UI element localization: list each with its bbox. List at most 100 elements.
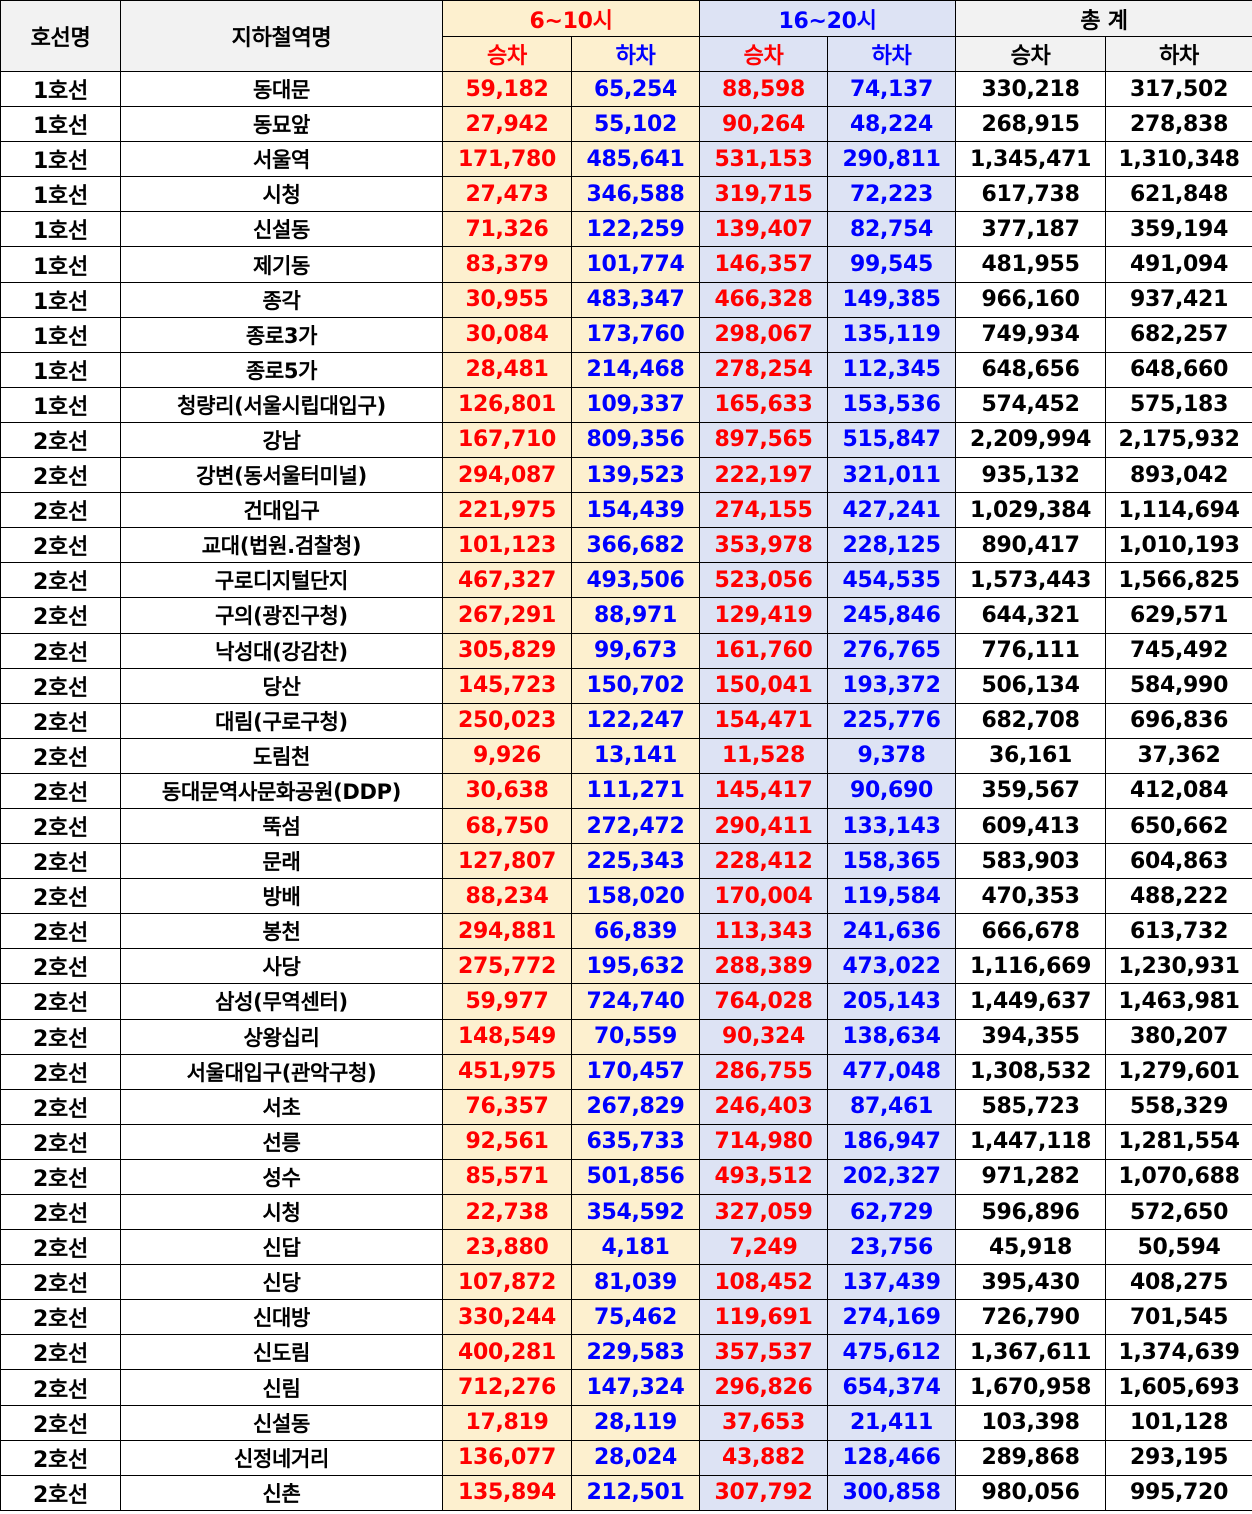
- table-row: 2호선 구의(광진구청) 267,291 88,971 129,419 245,846 64…: [0, 597, 1252, 634]
- total-board-cell: 470,353: [955, 878, 1107, 915]
- total-alight-cell: 1,114,694: [1105, 492, 1252, 529]
- morning-board-cell: 126,801: [442, 386, 572, 423]
- morning-alight-cell: 225,343: [570, 843, 701, 880]
- station-name-cell: 서초: [120, 1088, 443, 1125]
- morning-board-cell: 30,084: [442, 316, 572, 353]
- table-row: 2호선 상왕십리 148,549 70,559 90,324 138,634 394,355…: [0, 1018, 1252, 1055]
- evening-alight-cell: 193,372: [827, 667, 957, 704]
- morning-alight-cell: 4,181: [570, 1229, 701, 1266]
- table-row: 2호선 서울대입구(관악구청) 451,975 170,457 286,755 477,0…: [0, 1053, 1252, 1090]
- total-alight-cell: 412,084: [1105, 772, 1252, 809]
- line-name-cell: 2호선: [0, 1264, 121, 1301]
- table-row: 1호선 신설동 71,326 122,259 139,407 82,754 377,187 3…: [0, 211, 1252, 248]
- total-board-cell: 45,918: [955, 1229, 1107, 1266]
- station-name-cell: 낙성대(강감찬): [120, 632, 443, 669]
- station-name-cell: 동대문: [120, 70, 443, 108]
- morning-alight-cell: 154,439: [570, 492, 701, 529]
- station-name-cell: 신도림: [120, 1334, 443, 1371]
- station-name-cell: 구의(광진구청): [120, 597, 443, 634]
- total-board-cell: 583,903: [955, 843, 1107, 880]
- morning-board-cell: 451,975: [442, 1053, 572, 1090]
- total-alight-cell: 584,990: [1105, 667, 1252, 704]
- morning-board-cell: 23,880: [442, 1229, 572, 1266]
- morning-board-cell: 28,481: [442, 351, 572, 388]
- evening-board-cell: 170,004: [699, 878, 829, 915]
- evening-board-cell: 764,028: [699, 983, 829, 1020]
- station-name-cell: 신설동: [120, 211, 443, 248]
- total-board-cell: 103,398: [955, 1404, 1107, 1441]
- morning-alight-cell: 139,523: [570, 457, 701, 494]
- table-row: 2호선 사당 275,772 195,632 288,389 473,022 1,116,6…: [0, 948, 1252, 985]
- station-name-cell: 신답: [120, 1229, 443, 1266]
- evening-board-cell: 466,328: [699, 281, 829, 318]
- evening-alight-cell: 515,847: [827, 421, 957, 459]
- evening-alight-cell: 427,241: [827, 492, 957, 529]
- morning-alight-cell: 101,774: [570, 246, 701, 283]
- evening-alight-cell: 112,345: [827, 351, 957, 388]
- total-alight-cell: 380,207: [1105, 1018, 1252, 1055]
- morning-alight-cell: 75,462: [570, 1299, 701, 1336]
- line-name-cell: 1호선: [0, 386, 121, 423]
- line-name-cell: 2호선: [0, 1299, 121, 1336]
- evening-board-cell: 222,197: [699, 457, 829, 494]
- morning-alight-cell: 267,829: [570, 1088, 701, 1125]
- morning-board-cell: 17,819: [442, 1404, 572, 1441]
- morning-alight-cell: 99,673: [570, 632, 701, 669]
- morning-alight-cell: 28,119: [570, 1404, 701, 1441]
- evening-alight-cell: 87,461: [827, 1088, 957, 1125]
- evening-board-cell: 714,980: [699, 1123, 829, 1160]
- morning-board-cell: 107,872: [442, 1264, 572, 1301]
- total-board-cell: 377,187: [955, 211, 1107, 248]
- evening-alight-cell: 477,048: [827, 1053, 957, 1090]
- total-alight-cell: 317,502: [1105, 70, 1252, 108]
- morning-alight-cell: 81,039: [570, 1264, 701, 1301]
- morning-alight-cell: 150,702: [570, 667, 701, 704]
- evening-alight-cell: 138,634: [827, 1018, 957, 1055]
- total-alight-cell: 2,175,932: [1105, 421, 1252, 459]
- line-name-cell: 2호선: [0, 1439, 121, 1476]
- line-name-cell: 2호선: [0, 913, 121, 950]
- total-alight-cell: 278,838: [1105, 106, 1252, 143]
- morning-board-cell: 135,894: [442, 1474, 572, 1511]
- total-board-cell: 1,573,443: [955, 562, 1107, 599]
- table-row: 1호선 서울역 171,780 485,641 531,153 290,811 1,345,…: [0, 141, 1252, 178]
- table-row: 2호선 서초 76,357 267,829 246,403 87,461 585,723 55…: [0, 1088, 1252, 1125]
- morning-alight-cell: 70,559: [570, 1018, 701, 1055]
- evening-alight-cell: 153,536: [827, 386, 957, 423]
- morning-board-cell: 221,975: [442, 492, 572, 529]
- evening-alight-cell: 228,125: [827, 527, 957, 564]
- morning-board-cell: 71,326: [442, 211, 572, 248]
- morning-alight-cell: 66,839: [570, 913, 701, 950]
- table-row: 2호선 강변(동서울터미널) 294,087 139,523 222,197 321,01…: [0, 457, 1252, 494]
- line-name-cell: 2호선: [0, 1334, 121, 1371]
- total-board-cell: 935,132: [955, 457, 1107, 494]
- evening-alight-cell: 133,143: [827, 807, 957, 845]
- morning-board-cell: 294,881: [442, 913, 572, 950]
- morning-board-cell: 85,571: [442, 1158, 572, 1196]
- evening-board-cell: 286,755: [699, 1053, 829, 1090]
- evening-board-cell: 154,471: [699, 702, 829, 739]
- evening-board-cell: 897,565: [699, 421, 829, 459]
- evening-alight-cell: 158,365: [827, 843, 957, 880]
- evening-alight-cell: 321,011: [827, 457, 957, 494]
- total-alight-cell: 1,463,981: [1105, 983, 1252, 1020]
- station-name-cell: 건대입구: [120, 492, 443, 529]
- evening-alight-cell: 9,378: [827, 737, 957, 774]
- station-name-cell: 교대(법원.검찰청): [120, 527, 443, 564]
- evening-board-cell: 278,254: [699, 351, 829, 388]
- table-row: 2호선 뚝섬 68,750 272,472 290,411 133,143 609,413 6…: [0, 807, 1252, 845]
- evening-board-cell: 88,598: [699, 70, 829, 108]
- total-alight-cell: 1,566,825: [1105, 562, 1252, 599]
- morning-board-cell: 30,955: [442, 281, 572, 318]
- header-total-board: 승차: [955, 36, 1107, 72]
- total-alight-cell: 408,275: [1105, 1264, 1252, 1301]
- evening-board-cell: 288,389: [699, 948, 829, 985]
- evening-board-cell: 90,324: [699, 1018, 829, 1055]
- station-name-cell: 도림천: [120, 737, 443, 774]
- evening-alight-cell: 62,729: [827, 1193, 957, 1231]
- morning-board-cell: 467,327: [442, 562, 572, 599]
- total-board-cell: 1,029,384: [955, 492, 1107, 529]
- line-name-cell: 2호선: [0, 1053, 121, 1090]
- total-board-cell: 36,161: [955, 737, 1107, 774]
- total-alight-cell: 621,848: [1105, 176, 1252, 213]
